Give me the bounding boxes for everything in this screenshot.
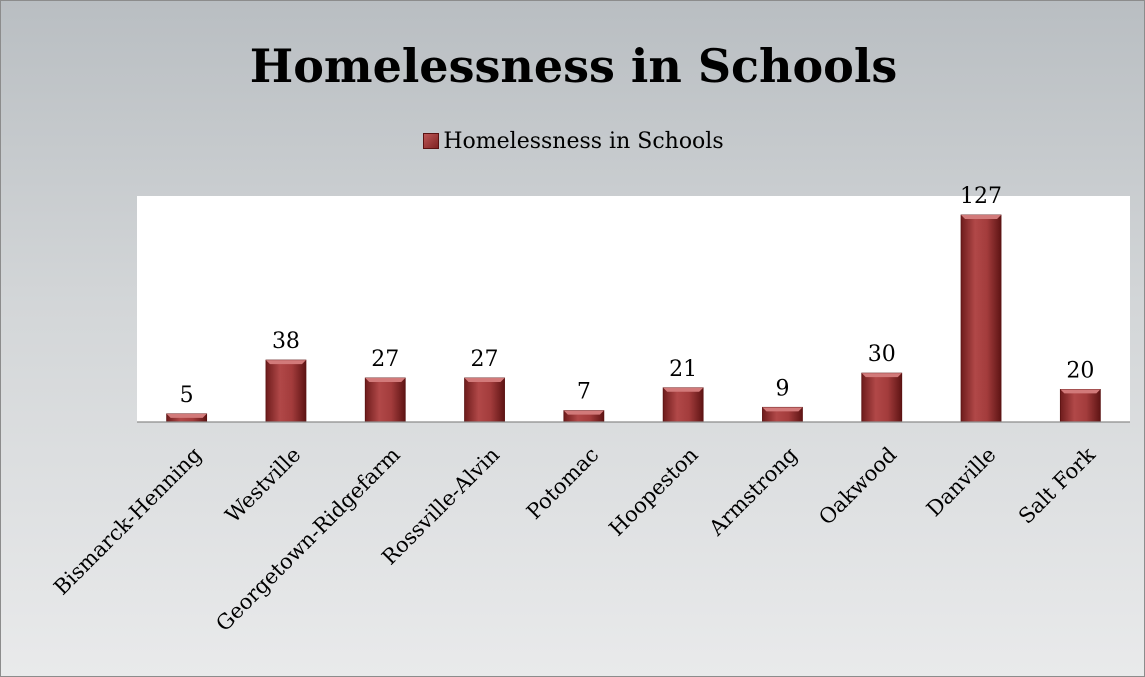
data-label: 30 (868, 342, 896, 367)
data-label: 21 (669, 357, 697, 382)
x-tick-label: Oakwood (814, 443, 901, 530)
bar-bevel (563, 410, 604, 415)
data-label: 7 (577, 380, 591, 405)
data-label: 20 (1066, 358, 1094, 383)
data-label: 5 (180, 383, 194, 408)
data-label: 38 (272, 329, 300, 354)
bar (265, 359, 307, 423)
bar (166, 413, 208, 423)
bar-body (364, 377, 406, 423)
bar-bevel (265, 360, 306, 365)
bar-bevel (1060, 389, 1101, 394)
legend: Homelessness in Schools (1, 129, 1145, 154)
legend-label: Homelessness in Schools (443, 129, 724, 154)
bar (762, 406, 803, 423)
bar-bevel (464, 377, 505, 382)
bar (364, 377, 406, 423)
bar-bevel (365, 377, 406, 382)
data-label: 127 (960, 184, 1002, 209)
bar-body (265, 359, 307, 423)
x-tick-label: Potomac (522, 443, 603, 524)
x-tick-label: Armstrong (704, 443, 802, 541)
x-tick-label: Hoopeston (604, 443, 702, 541)
bar-body (1059, 389, 1101, 423)
bar-body (662, 387, 704, 423)
bar (1059, 389, 1101, 423)
bar-body (861, 372, 903, 423)
x-tick-label: Westville (221, 443, 306, 528)
bar-bevel (762, 407, 803, 412)
bar-bevel (166, 413, 207, 418)
x-tick-label: Bismarck-Henning (49, 443, 206, 600)
data-label: 27 (371, 347, 399, 372)
bar (861, 372, 903, 423)
data-label: 27 (471, 347, 499, 372)
bar-bevel (961, 215, 1002, 219)
x-tick-label: Salt Fork (1014, 442, 1100, 528)
legend-swatch (423, 133, 440, 149)
bar (960, 214, 1002, 423)
x-tick-label: Danville (922, 443, 1001, 522)
data-label: 9 (775, 376, 789, 401)
bar-body (960, 214, 1002, 423)
bar-bevel (861, 373, 902, 378)
bar (563, 410, 605, 423)
bar (662, 387, 704, 423)
bar-body (464, 377, 505, 423)
bar-bevel (663, 387, 704, 392)
chart-title: Homelessness in Schools (249, 39, 898, 93)
x-tick-label: Georgetown-Ridgefarm (211, 443, 404, 636)
bar (464, 377, 505, 423)
